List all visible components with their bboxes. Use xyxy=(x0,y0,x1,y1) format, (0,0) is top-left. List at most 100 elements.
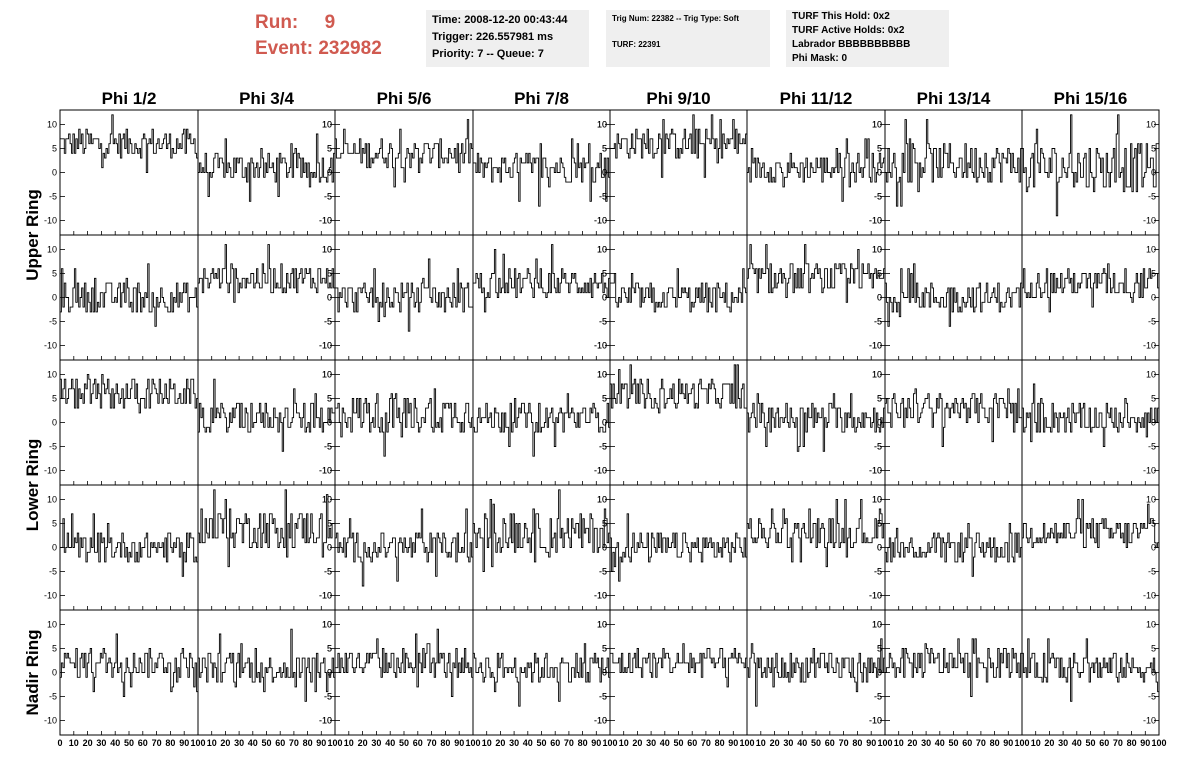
x-tick-label: 80 xyxy=(852,738,862,748)
y-tick-label: 10 xyxy=(322,369,332,379)
y-tick-label: 0 xyxy=(327,668,332,678)
column-title: Phi 3/4 xyxy=(239,89,294,108)
x-tick-label: 80 xyxy=(990,738,1000,748)
x-tick-label: 10 xyxy=(756,738,766,748)
waveform-trace xyxy=(885,263,1023,327)
x-tick-label: 80 xyxy=(303,738,313,748)
y-tick-label: -10 xyxy=(1143,466,1156,476)
panel-frame xyxy=(884,609,1023,736)
x-tick-label: 10 xyxy=(894,738,904,748)
x-tick-label: 10 xyxy=(619,738,629,748)
y-tick-label: 0 xyxy=(602,418,607,428)
x-tick-label: 40 xyxy=(797,738,807,748)
x-tick-label: 90 xyxy=(316,738,326,748)
waveform-trace xyxy=(1022,263,1160,313)
y-tick-label: 10 xyxy=(597,619,607,629)
waveform-trace xyxy=(335,508,474,587)
y-tick-label: -10 xyxy=(319,716,332,726)
trig-info-box: Trig Num: 22382 -- Trig Type: Soft TURF:… xyxy=(606,10,770,67)
y-tick-label: 5 xyxy=(602,643,607,653)
y-tick-label: 0 xyxy=(877,543,882,553)
x-tick-label: 90 xyxy=(728,738,738,748)
x-tick-label: 10 xyxy=(1031,738,1041,748)
panel-frame xyxy=(472,234,611,361)
x-tick-label: 70 xyxy=(289,738,299,748)
panel-frame xyxy=(334,359,474,486)
waveform-trace xyxy=(473,244,611,313)
y-tick-label: -5 xyxy=(1148,442,1156,452)
time-info-box: Time: 2008-12-20 00:43:44 Trigger: 226.5… xyxy=(426,10,589,67)
x-tick-label: 100 xyxy=(327,738,342,748)
y-tick-label: -10 xyxy=(44,591,57,601)
x-tick-label: 60 xyxy=(687,738,697,748)
waveform-trace xyxy=(335,119,474,188)
y-tick-label: -5 xyxy=(324,442,332,452)
turf-line: TURF: 22391 xyxy=(612,40,661,49)
event-row: Event: 232982 xyxy=(255,36,382,62)
y-tick-label: -10 xyxy=(594,216,607,226)
y-tick-label: 10 xyxy=(322,494,332,504)
time-line: Time: 2008-12-20 00:43:44 xyxy=(432,14,568,26)
panel-frame xyxy=(884,359,1023,486)
x-tick-label: 70 xyxy=(427,738,437,748)
x-tick-label: 40 xyxy=(523,738,533,748)
waveform-trace xyxy=(473,393,611,457)
y-tick-label: 0 xyxy=(52,418,57,428)
waveform-trace xyxy=(1022,383,1160,447)
y-tick-label: -10 xyxy=(1143,216,1156,226)
x-tick-label: 90 xyxy=(179,738,189,748)
y-tick-label: 5 xyxy=(52,268,57,278)
x-tick-label: 90 xyxy=(454,738,464,748)
x-tick-label: 60 xyxy=(413,738,423,748)
y-tick-label: -10 xyxy=(319,216,332,226)
waveform-trace xyxy=(747,638,885,707)
x-tick-label: 40 xyxy=(1072,738,1082,748)
waveform-trace xyxy=(198,628,336,702)
y-tick-label: -10 xyxy=(869,591,882,601)
waveform-trace xyxy=(335,388,474,457)
event-value: 232982 xyxy=(318,38,382,59)
y-tick-label: 0 xyxy=(1151,293,1156,303)
x-tick-label: 100 xyxy=(739,738,754,748)
y-tick-label: -5 xyxy=(49,567,57,577)
waveform-trace xyxy=(473,643,611,707)
waveform-trace xyxy=(885,119,1023,207)
x-tick-label: 50 xyxy=(948,738,958,748)
waveform-trace xyxy=(198,133,336,202)
x-tick-label: 20 xyxy=(1044,738,1054,748)
y-tick-label: 10 xyxy=(1146,244,1156,254)
y-tick-label: -10 xyxy=(594,716,607,726)
y-tick-label: 5 xyxy=(877,393,882,403)
x-tick-label: 70 xyxy=(1113,738,1123,748)
y-tick-label: 0 xyxy=(327,543,332,553)
x-tick-label: 20 xyxy=(358,738,368,748)
y-tick-label: 5 xyxy=(877,268,882,278)
y-tick-label: 0 xyxy=(327,418,332,428)
waveform-trace xyxy=(1022,114,1160,217)
x-tick-label: 30 xyxy=(509,738,519,748)
y-tick-label: 5 xyxy=(602,518,607,528)
x-tick-label: 100 xyxy=(1151,738,1166,748)
x-tick-label: 30 xyxy=(1058,738,1068,748)
x-tick-label: 50 xyxy=(124,738,134,748)
y-tick-label: 5 xyxy=(602,393,607,403)
x-tick-label: 50 xyxy=(811,738,821,748)
x-tick-label: 10 xyxy=(69,738,79,748)
panel-frame xyxy=(1021,484,1160,611)
y-tick-label: 0 xyxy=(877,668,882,678)
x-tick-label: 100 xyxy=(1014,738,1029,748)
x-tick-label: 80 xyxy=(440,738,450,748)
y-tick-label: -5 xyxy=(324,192,332,202)
y-tick-label: -5 xyxy=(874,442,882,452)
